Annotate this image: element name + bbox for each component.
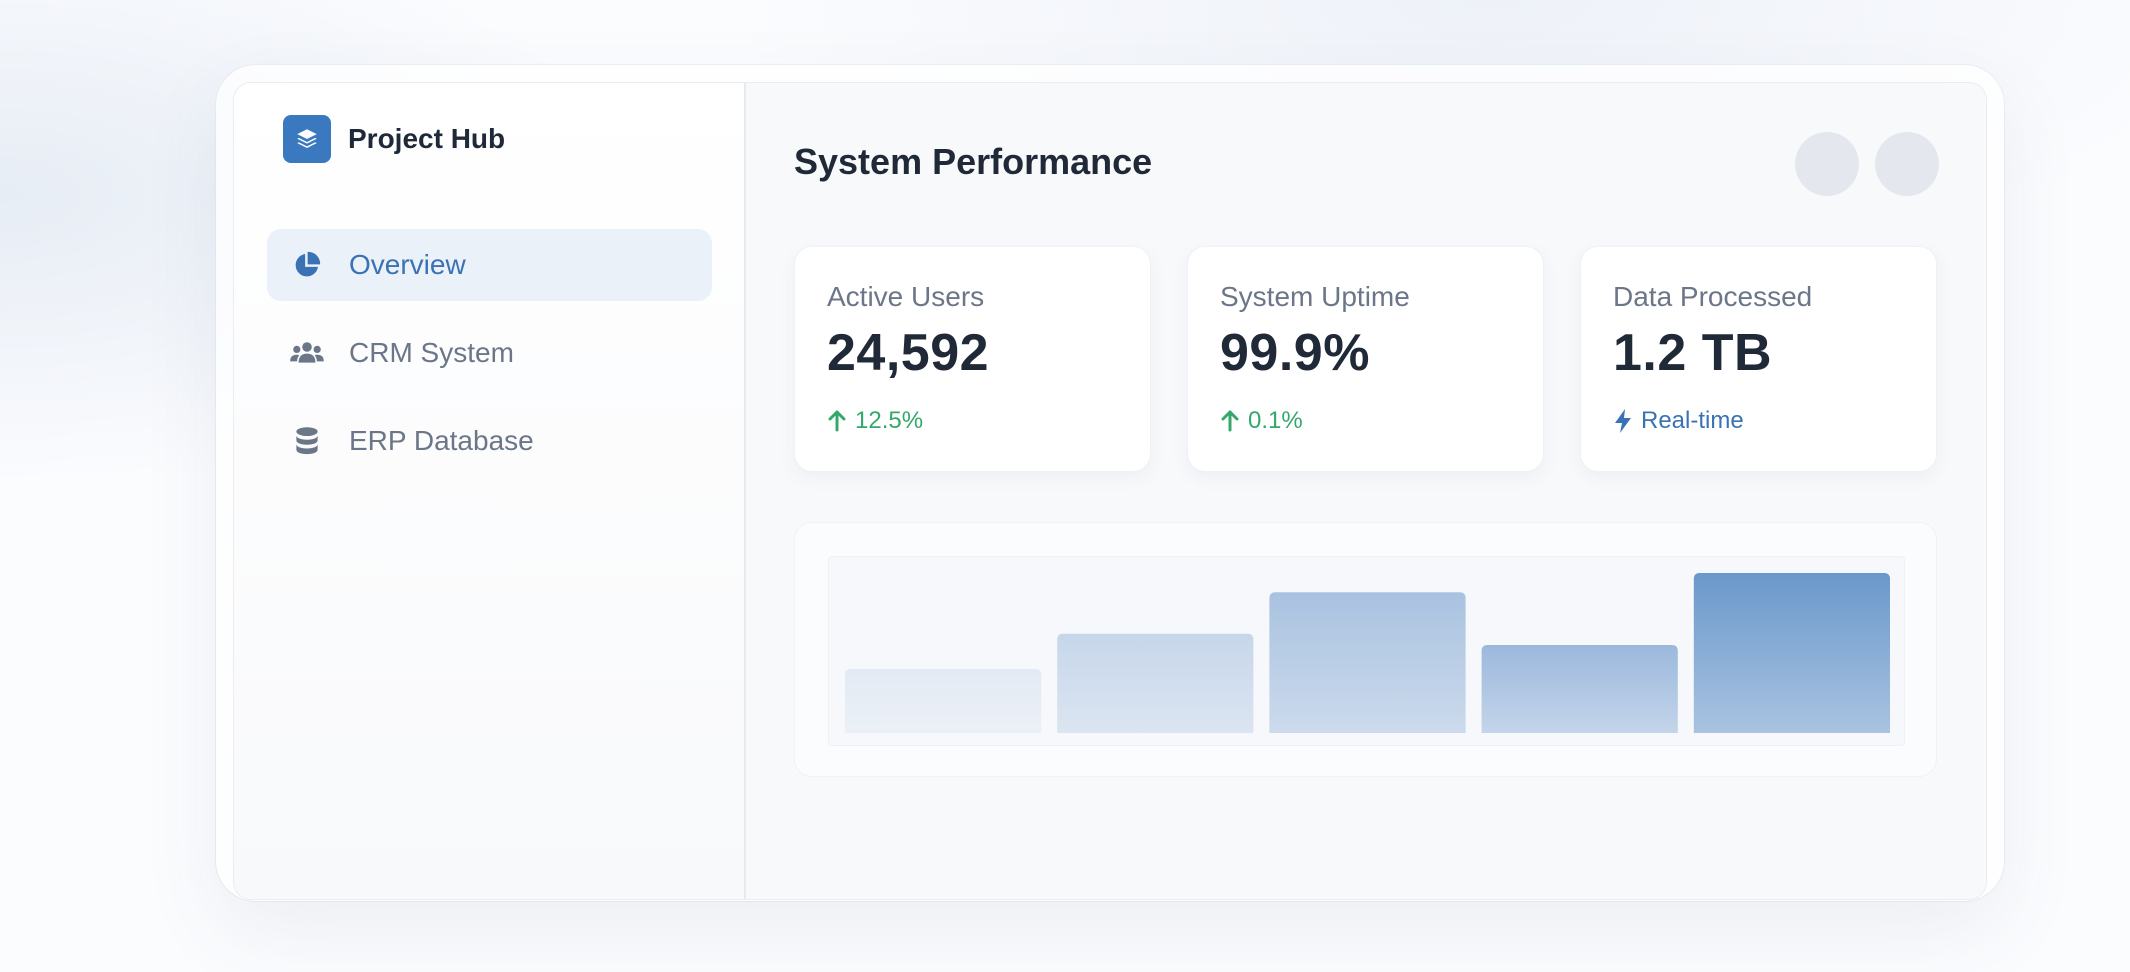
- stat-value: 99.9%: [1220, 324, 1370, 382]
- stat-value: 24,592: [827, 324, 990, 382]
- stat-trend: Real-time: [1613, 407, 1744, 435]
- chart-bar-1: [845, 669, 1042, 733]
- stat-label: Active Users: [827, 281, 985, 312]
- sidebar-item-label: CRM System: [349, 337, 514, 368]
- sidebar: Project Hub Overview: [234, 83, 746, 899]
- chart-bar-5: [1693, 573, 1890, 733]
- stats-cards: Active Users 24,592 12.5% System Uptime …: [794, 246, 1937, 472]
- arrow-up-icon: [1220, 408, 1242, 434]
- stat-card-active-users: Active Users 24,592 12.5%: [794, 246, 1151, 472]
- sidebar-item-erp-database[interactable]: ERP Database: [267, 405, 712, 477]
- users-icon: [289, 335, 325, 371]
- sidebar-item-overview[interactable]: Overview: [267, 229, 712, 301]
- brand[interactable]: Project Hub: [283, 115, 505, 163]
- sidebar-nav: Overview CRM System: [267, 229, 712, 493]
- sidebar-item-label: ERP Database: [349, 425, 534, 456]
- stat-value: 1.2 TB: [1613, 324, 1773, 382]
- bolt-icon: [1613, 408, 1635, 434]
- sidebar-item-crm-system[interactable]: CRM System: [267, 317, 712, 389]
- stat-label: Data Processed: [1613, 281, 1813, 312]
- database-icon: [289, 423, 325, 459]
- header-action-button-1[interactable]: [1795, 132, 1859, 196]
- header-action-button-2[interactable]: [1875, 132, 1939, 196]
- bar-chart-svg: [845, 573, 1890, 733]
- stat-label: System Uptime: [1220, 281, 1410, 312]
- bar-chart: [828, 556, 1905, 746]
- pie-chart-icon: [289, 247, 325, 283]
- stat-trend: 0.1%: [1220, 407, 1303, 435]
- layers-icon: [283, 115, 331, 163]
- main-content: System Performance Active Users 24,592 1…: [746, 83, 1986, 899]
- app-window: Project Hub Overview: [233, 82, 1987, 900]
- stat-card-system-uptime: System Uptime 99.9% 0.1%: [1187, 246, 1544, 472]
- stat-card-data-processed: Data Processed 1.2 TB Real-time: [1580, 246, 1937, 472]
- chart-bar-3: [1269, 592, 1466, 733]
- sidebar-item-label: Overview: [349, 249, 466, 280]
- header-actions: [1795, 132, 1939, 196]
- chart-bar-4: [1481, 645, 1678, 733]
- chart-panel: [794, 522, 1937, 777]
- stat-trend: 12.5%: [827, 407, 923, 435]
- arrow-up-icon: [827, 408, 849, 434]
- stat-trend-text: 0.1%: [1248, 407, 1303, 434]
- chart-bar-2: [1057, 633, 1254, 733]
- stat-trend-text: Real-time: [1641, 407, 1744, 434]
- brand-name: Project Hub: [348, 123, 506, 154]
- page-title: System Performance: [794, 141, 1153, 182]
- stat-trend-text: 12.5%: [855, 407, 924, 434]
